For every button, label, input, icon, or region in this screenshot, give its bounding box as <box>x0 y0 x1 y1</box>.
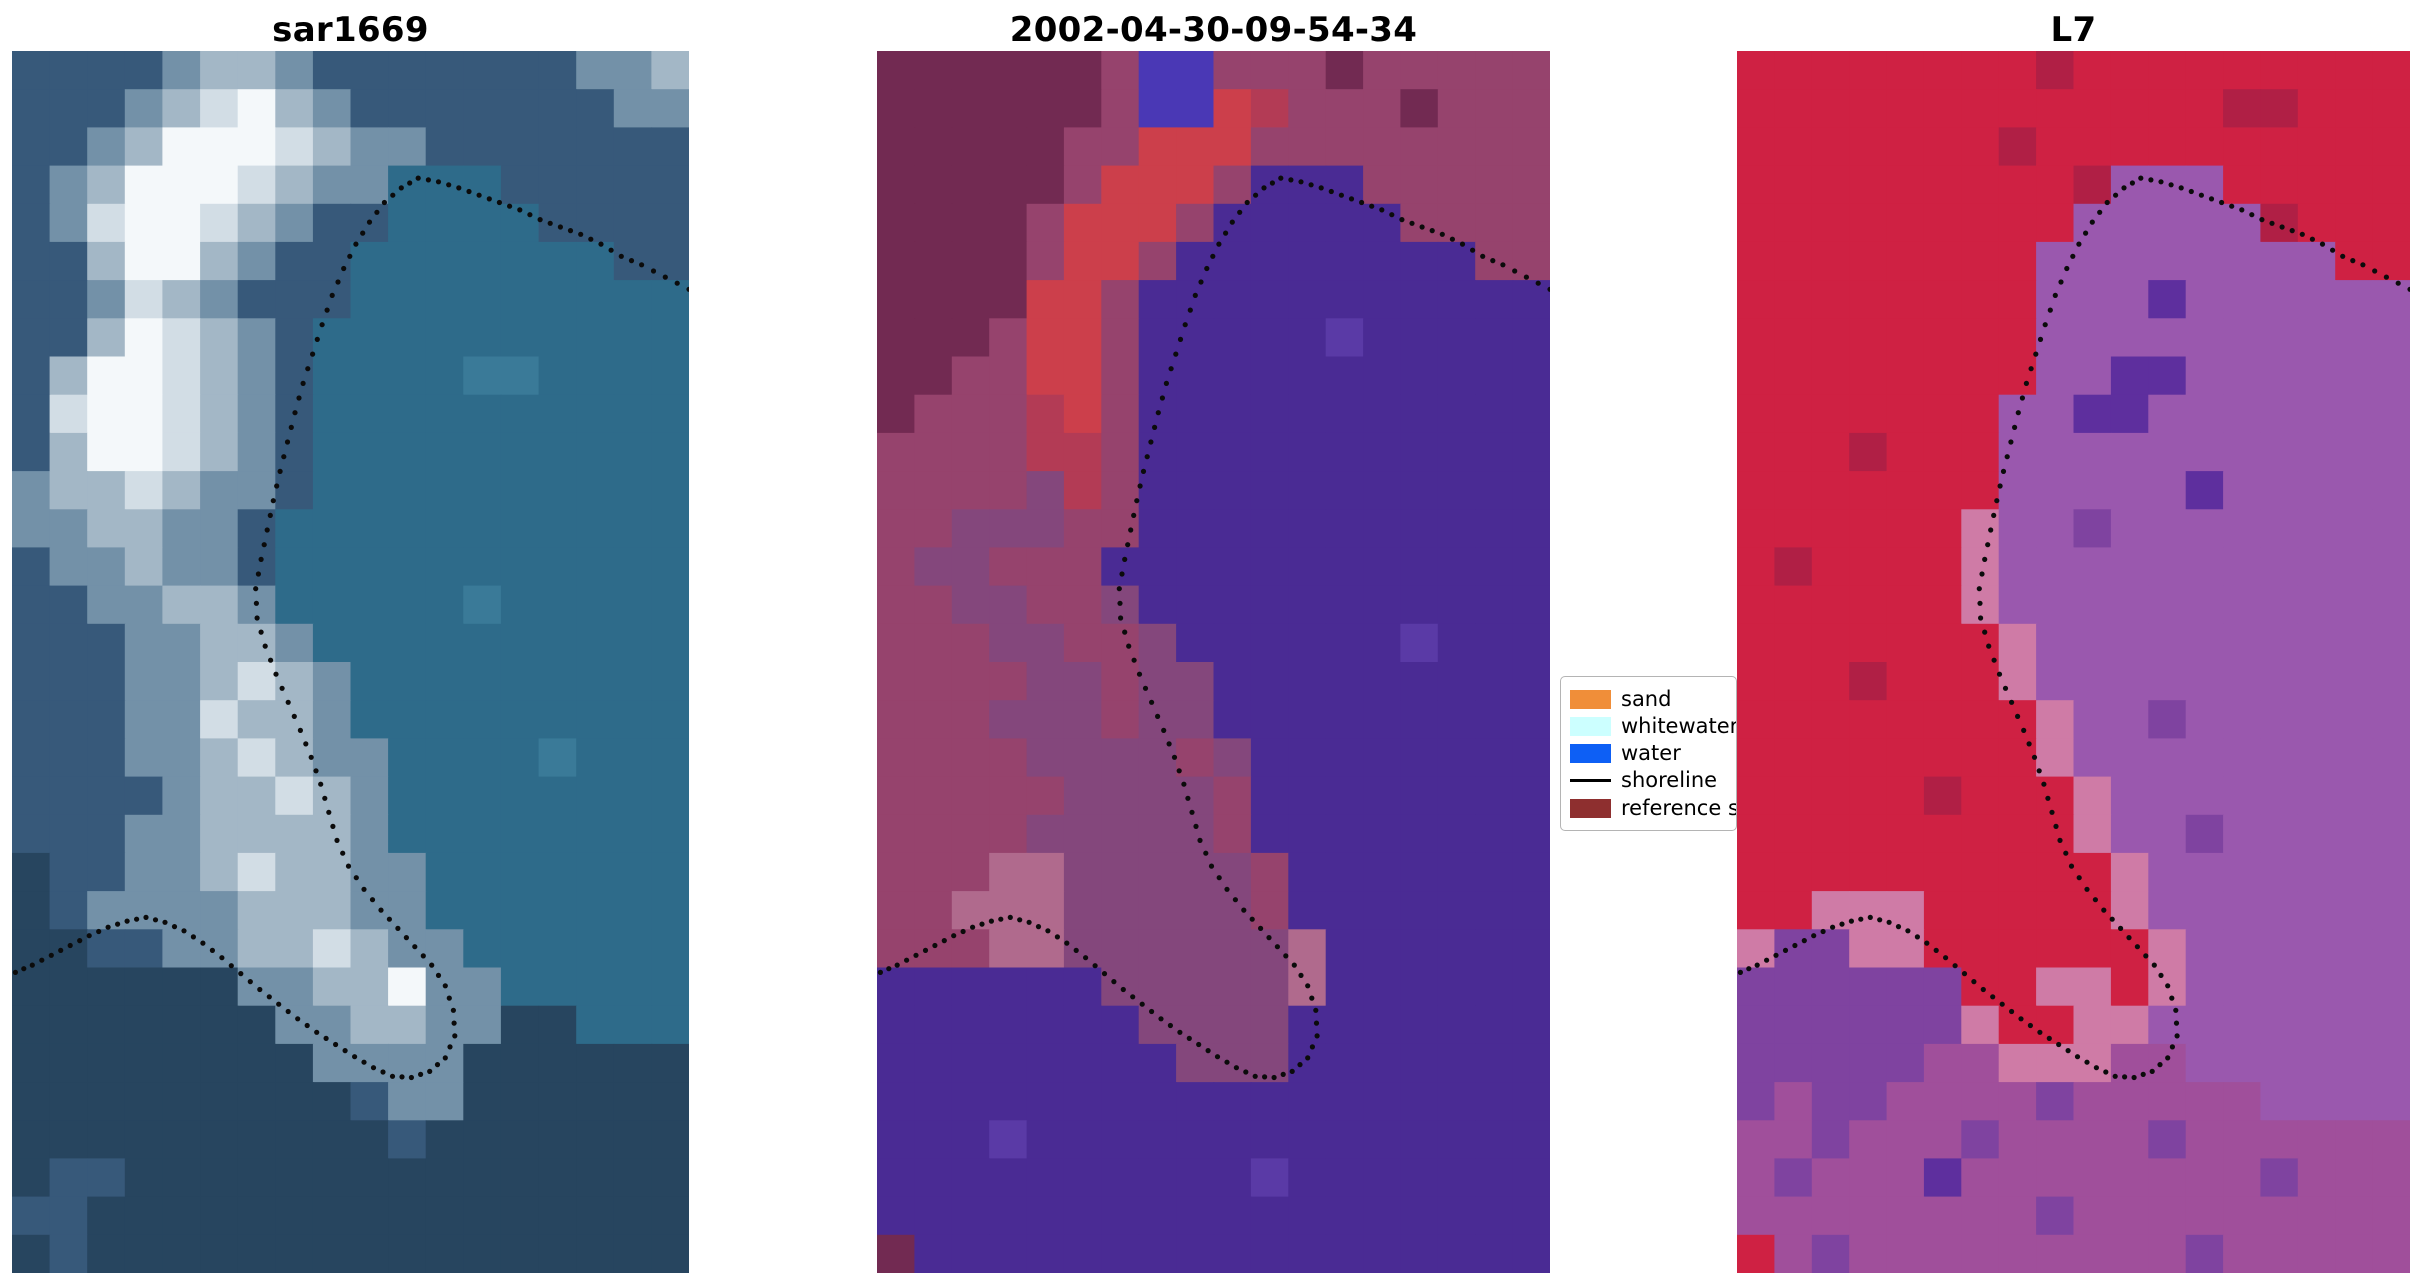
legend-item-sand: sand <box>1570 686 1732 712</box>
legend-label-water: water <box>1621 741 1681 765</box>
panel-title-classified-2002: 2002-04-30-09-54-34 <box>1009 9 1418 50</box>
sar1669-image <box>12 51 689 1273</box>
panel-title-l7: L7 <box>2050 9 2097 50</box>
legend-item-whitewater: whitewater <box>1570 713 1736 739</box>
panel-l7: L7 <box>1737 8 2410 1273</box>
panel-title-sar1669: sar1669 <box>272 9 429 50</box>
water-swatch <box>1570 744 1611 763</box>
panel-classified-2002: 2002-04-30-09-54-34 <box>877 8 1550 1273</box>
legend-label-sand: sand <box>1621 686 1672 711</box>
sand-swatch <box>1570 689 1611 709</box>
panel-sar1669: sar1669 <box>12 8 689 1273</box>
l7-image <box>1737 51 2410 1273</box>
legend-item-water: water <box>1570 741 1732 767</box>
shoreline-line-swatch <box>1570 779 1611 783</box>
legend-label-reference-shoreline: reference s <box>1621 795 1737 820</box>
legend: sand whitewater water shoreline referenc… <box>1560 676 1737 831</box>
whitewater-swatch <box>1570 716 1611 736</box>
classified-2002-image <box>877 51 1550 1273</box>
legend-item-shoreline: shoreline <box>1570 768 1732 794</box>
legend-label-shoreline: shoreline <box>1621 768 1718 793</box>
legend-item-reference-shoreline: reference s <box>1570 795 1736 821</box>
legend-label-whitewater: whitewater <box>1621 713 1737 738</box>
reference-shoreline-swatch <box>1570 798 1611 818</box>
